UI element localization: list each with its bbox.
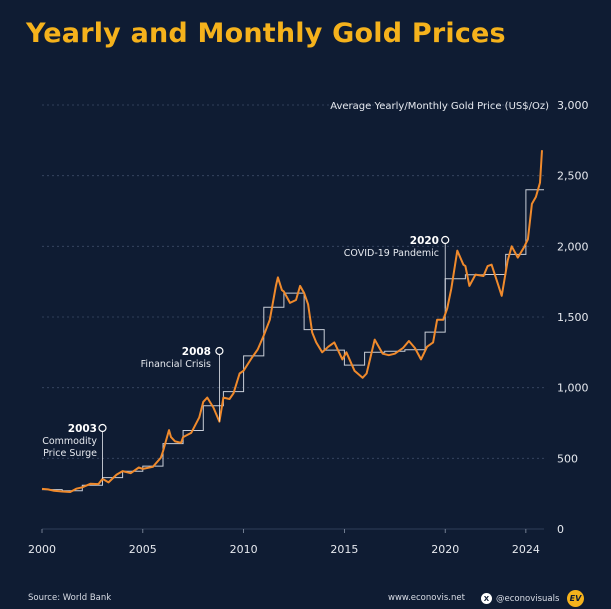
annotation-marker [98,423,107,433]
y-tick-label: 1,000 [557,382,589,395]
annotation-label: Commodity [42,436,97,447]
annotation-year: 2003 [68,423,97,435]
chart-title: Yearly and Monthly Gold Prices [26,18,506,49]
econovis-logo-icon: EV [567,590,584,607]
annotation-year: 2020 [410,235,439,247]
source-note: Source: World Bank [28,593,112,603]
monthly-price-line [41,150,543,493]
social-handle[interactable]: X @econovisuals [481,593,559,604]
annotation-marker [441,235,450,245]
website-link[interactable]: www.econovis.net [388,593,465,603]
y-tick-label: 3,000 [557,99,589,112]
x-tick-label: 2020 [431,543,459,556]
social-handle-text: @econovisuals [496,593,560,604]
x-logo-icon: X [481,593,492,604]
annotation-label: Price Surge [43,448,97,459]
series-layer [41,150,544,493]
grid-layer [42,104,544,530]
y-axis-label: Average Yearly/Monthly Gold Price (US$/O… [330,101,549,112]
x-tick-label: 2005 [129,543,157,556]
y-tick-label: 0 [557,523,564,536]
annotation-marker [215,346,224,356]
annotation-label: Financial Crisis [141,359,211,370]
yearly-average-line [42,189,544,492]
x-tick-label: 2010 [230,543,258,556]
x-tick-label: 2024 [512,543,540,556]
y-tick-label: 500 [557,452,578,465]
y-tick-label: 1,500 [557,311,589,324]
y-axis-ticks: 0 500 1,000 1,500 2,000 2,500 3,000 [557,99,589,536]
y-tick-label: 2,000 [557,240,589,253]
annotation-label: COVID-19 Pandemic [344,248,439,259]
annotation-year: 2008 [182,346,211,358]
x-axis-ticks: 2000 2005 2010 2015 2020 2024 [28,529,540,556]
x-tick-label: 2000 [28,543,56,556]
y-tick-label: 2,500 [557,170,589,183]
x-tick-label: 2015 [330,543,358,556]
